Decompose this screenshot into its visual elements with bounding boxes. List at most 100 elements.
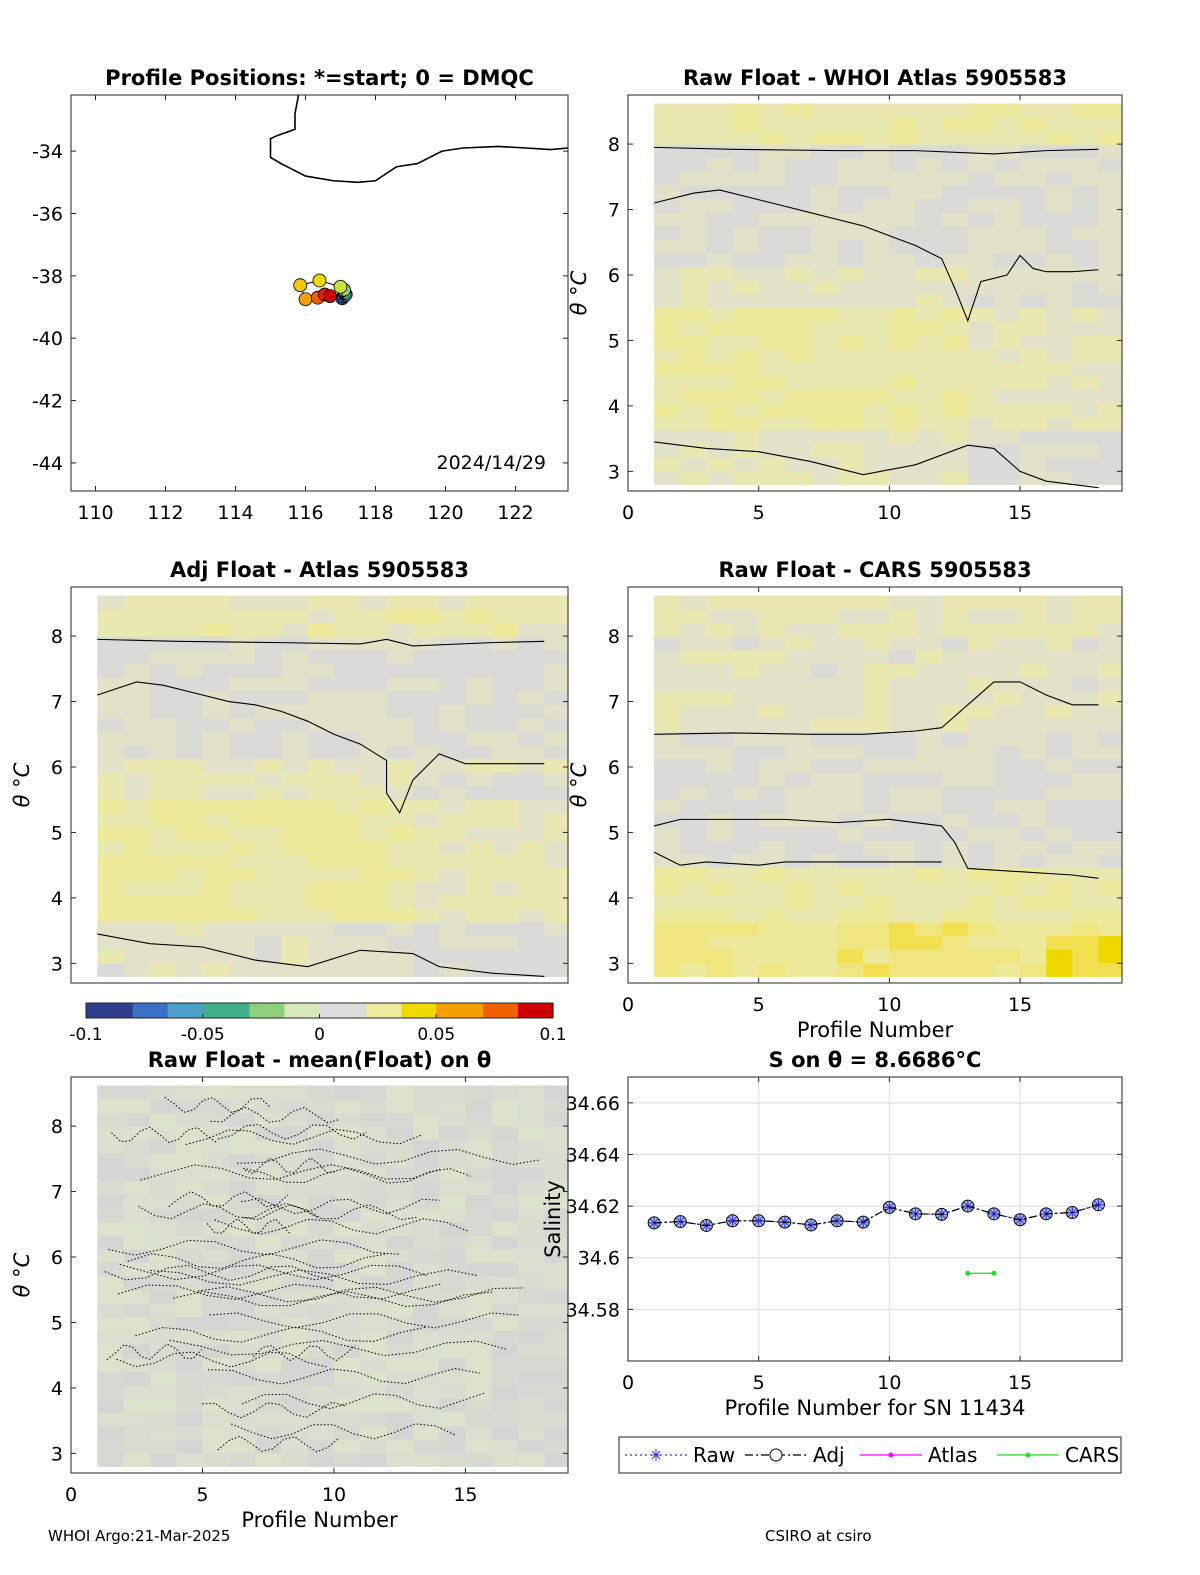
heatmap-cell (281, 745, 309, 760)
colorbar-segment (377, 1003, 391, 1018)
heatmap-cell (680, 389, 707, 404)
heatmap-cell (784, 826, 812, 841)
heatmap-cell (544, 1207, 569, 1223)
heatmap-cell (967, 745, 995, 760)
heatmap-cell (967, 307, 995, 322)
heatmap-cell (307, 663, 335, 678)
heatmap-cell (889, 171, 917, 186)
heatmap-cell (255, 1221, 282, 1236)
heatmap-cell (544, 840, 569, 855)
heatmap-cell (360, 813, 388, 828)
heatmap-cell (491, 758, 519, 773)
heatmap-cell (758, 922, 786, 937)
heatmap-cell (149, 772, 177, 787)
heatmap-cell (544, 1139, 569, 1155)
heatmap-cell (654, 130, 681, 145)
heatmap-cell (837, 704, 864, 719)
heatmap-cell (1020, 704, 1047, 719)
heatmap-cell (784, 185, 812, 200)
heatmap-cell (176, 1357, 203, 1372)
heatmap-cell (544, 894, 569, 909)
heatmap-cell (1046, 117, 1073, 132)
heatmap-cell (281, 690, 309, 705)
heatmap-cell (941, 704, 969, 719)
heatmap-cell (837, 595, 864, 610)
data-point-adj (961, 1199, 975, 1213)
heatmap-cell (706, 677, 734, 692)
heatmap-cell (333, 1344, 361, 1359)
heatmap-cell (360, 908, 388, 923)
heatmap-cell (1020, 881, 1047, 896)
data-point-raw (1092, 1198, 1105, 1211)
heatmap-cell (176, 908, 203, 923)
heatmap-cell (837, 894, 864, 909)
heatmap-cell (654, 677, 681, 692)
heatmap-cell (1072, 443, 1099, 458)
heatmap-cell (97, 1439, 125, 1454)
heatmap-cell (518, 1371, 545, 1386)
heatmap-cell (176, 649, 203, 665)
heatmap-cell (360, 1207, 388, 1223)
heatmap-cell (889, 253, 917, 268)
axes-frame (627, 94, 1123, 492)
heatmap-cell (758, 348, 786, 363)
heatmap-cell (281, 649, 309, 665)
heatmap-cell (255, 1153, 282, 1168)
heatmap-cell (307, 840, 335, 855)
heatmap-cell (654, 595, 681, 610)
heatmap-cell (333, 813, 361, 828)
heatmap-cell (993, 731, 1021, 746)
heatmap-cell (732, 307, 760, 322)
x-tick-label: 10 (877, 1372, 901, 1394)
heatmap-cell (149, 785, 177, 801)
heatmap-cell (202, 1248, 230, 1263)
heatmap-cell (1020, 894, 1047, 909)
heatmap-cell (465, 854, 493, 869)
heatmap-cell (810, 622, 838, 637)
colorbar-segment (226, 1003, 239, 1018)
heatmap-cell (810, 881, 838, 896)
heatmap-cell (1072, 840, 1099, 855)
heatmap-cell (518, 663, 545, 678)
heatmap-cell (1098, 609, 1123, 624)
heatmap-cell (281, 1289, 309, 1304)
heatmap-cell (1046, 785, 1073, 801)
heatmap-cell (228, 1126, 256, 1141)
heatmap-cell (1046, 293, 1073, 309)
colorbar-segment (331, 1003, 344, 1018)
heatmap-cell (228, 1207, 256, 1223)
heatmap-cell (518, 690, 545, 705)
heatmap-cell (176, 1303, 203, 1318)
heatmap-cell (863, 799, 890, 814)
heatmap-cell (967, 225, 995, 241)
heatmap-cell (202, 1153, 230, 1168)
heatmap-cell (491, 717, 519, 733)
heatmap-cell (439, 1248, 466, 1263)
heatmap-cell (915, 362, 943, 377)
contour-line-dotted (140, 1164, 441, 1181)
heatmap-cell (654, 402, 681, 417)
heatmap-cell (732, 144, 760, 159)
heatmap-cell (706, 280, 734, 295)
heatmap-cell (360, 622, 388, 637)
heatmap-cell (863, 130, 890, 145)
heatmap-cell (993, 935, 1021, 950)
heatmap-cell (993, 745, 1021, 760)
heatmap-cell (837, 389, 864, 404)
heatmap-cell (758, 663, 786, 678)
contour-line-dotted (230, 1423, 457, 1440)
heatmap-cell (654, 185, 681, 200)
heatmap-cell (863, 307, 890, 322)
heatmap-cell (544, 1303, 569, 1318)
heatmap-cell (863, 745, 890, 760)
contour-line-dotted (135, 1326, 428, 1343)
heatmap-cell (889, 622, 917, 637)
heatmap-cell (491, 1262, 519, 1277)
heatmap-cell (412, 1398, 440, 1413)
heatmap-cell (439, 1235, 466, 1250)
heatmap-cell (810, 799, 838, 814)
heatmap-cell (1020, 908, 1047, 923)
colorbar-segment (424, 1003, 437, 1018)
heatmap-cell (255, 785, 282, 801)
